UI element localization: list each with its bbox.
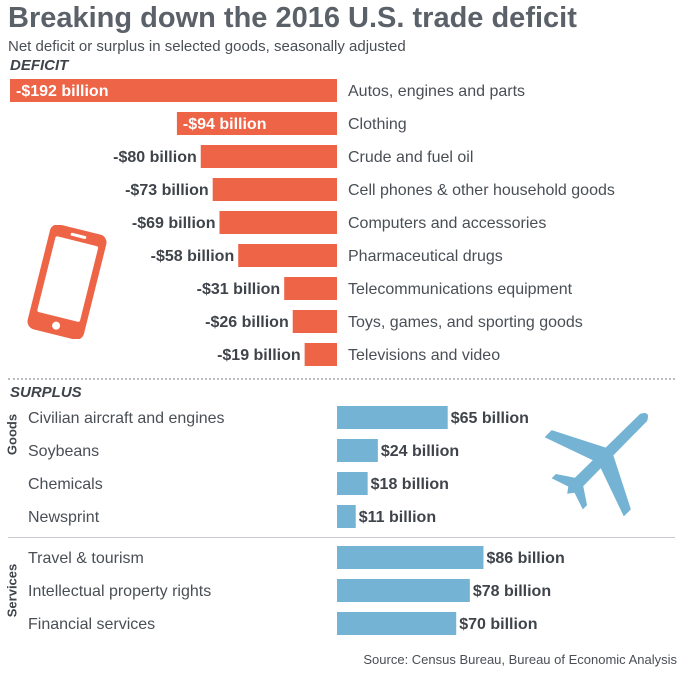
chart-subtitle: Net deficit or surplus in selected goods… [8,38,406,55]
surplus-value-label: $18 billion [371,476,449,493]
deficit-bar [304,343,337,366]
surplus-value-label: $65 billion [451,410,529,427]
smartphone-icon [27,225,107,339]
group-separator [8,537,675,538]
surplus-value-label: $78 billion [473,583,551,600]
deficit-category-label: Cell phones & other household goods [348,182,615,199]
deficit-value-label: -$80 billion [113,149,197,166]
deficit-bar [292,310,337,333]
deficit-bar [200,145,337,168]
surplus-category-label: Travel & tourism [28,550,144,567]
deficit-value-label: -$31 billion [197,281,281,298]
surplus-bar [337,439,378,462]
surplus-value-label: $70 billion [459,616,537,633]
deficit-category-label: Crude and fuel oil [348,149,473,166]
surplus-value-label: $11 billion [359,509,436,526]
source-note: Source: Census Bureau, Bureau of Economi… [363,652,677,667]
surplus-category-label: Newsprint [28,509,100,526]
deficit-value-label: -$94 billion [183,116,267,133]
surplus-bar [337,472,368,495]
deficit-bar [176,112,337,135]
deficit-value-label: -$26 billion [205,314,289,331]
deficit-category-label: Computers and accessories [348,215,546,232]
deficit-bar [10,79,337,102]
deficit-bar [238,244,337,267]
deficit-category-label: Autos, engines and parts [348,83,525,100]
section-divider [8,378,675,380]
deficit-category-label: Pharmaceutical drugs [348,248,503,265]
deficit-value-label: -$73 billion [125,182,209,199]
deficit-category-label: Telecommunications equipment [348,281,573,298]
deficit-bar [219,211,337,234]
surplus-bar [337,546,484,569]
deficit-category-label: Clothing [348,116,407,133]
deficit-section-label: DEFICIT [10,57,69,74]
deficit-bar [284,277,337,300]
deficit-category-label: Televisions and video [348,347,500,364]
deficit-value-label: -$192 billion [16,83,108,100]
surplus-value-label: $24 billion [381,443,459,460]
airplane-icon [544,412,649,516]
surplus-category-label: Civilian aircraft and engines [28,410,225,427]
surplus-bar [337,406,448,429]
deficit-value-label: -$69 billion [132,215,216,232]
surplus-bar [337,579,470,602]
chart-title: Breaking down the 2016 U.S. trade defici… [8,2,577,34]
deficit-category-label: Toys, games, and sporting goods [348,314,583,331]
surplus-section-label: SURPLUS [10,384,82,401]
surplus-bar [337,505,356,528]
surplus-category-label: Chemicals [28,476,103,493]
surplus-value-label: $86 billion [486,550,564,567]
deficit-bar [212,178,337,201]
deficit-value-label: -$58 billion [151,248,235,265]
surplus-bar [337,612,457,635]
surplus-category-label: Intellectual property rights [28,583,211,600]
surplus-category-label: Soybeans [28,443,99,460]
surplus-category-label: Financial services [28,616,155,633]
deficit-value-label: -$19 billion [217,347,301,364]
